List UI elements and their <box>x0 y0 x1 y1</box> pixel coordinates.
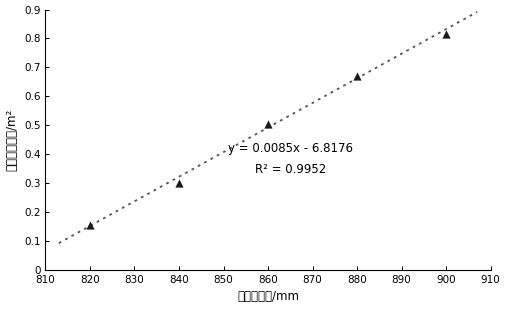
Point <box>175 181 183 186</box>
Point <box>264 121 272 126</box>
Point <box>441 32 449 37</box>
Y-axis label: 堡层接触面积/m²: 堡层接触面积/m² <box>6 109 19 171</box>
Text: y = 0.0085x - 6.8176
R² = 0.9952: y = 0.0085x - 6.8176 R² = 0.9952 <box>227 142 352 176</box>
X-axis label: 支撑剂间距/mm: 支撑剂间距/mm <box>236 290 298 303</box>
Point <box>352 74 361 78</box>
Point <box>86 223 94 228</box>
